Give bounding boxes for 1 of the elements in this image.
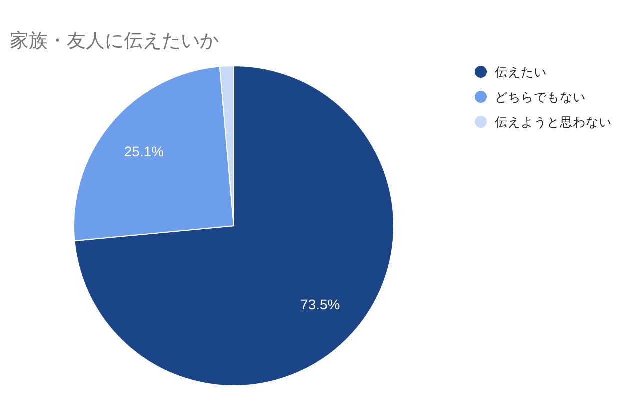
title: 家族・友人に伝えたいか xyxy=(10,31,219,52)
